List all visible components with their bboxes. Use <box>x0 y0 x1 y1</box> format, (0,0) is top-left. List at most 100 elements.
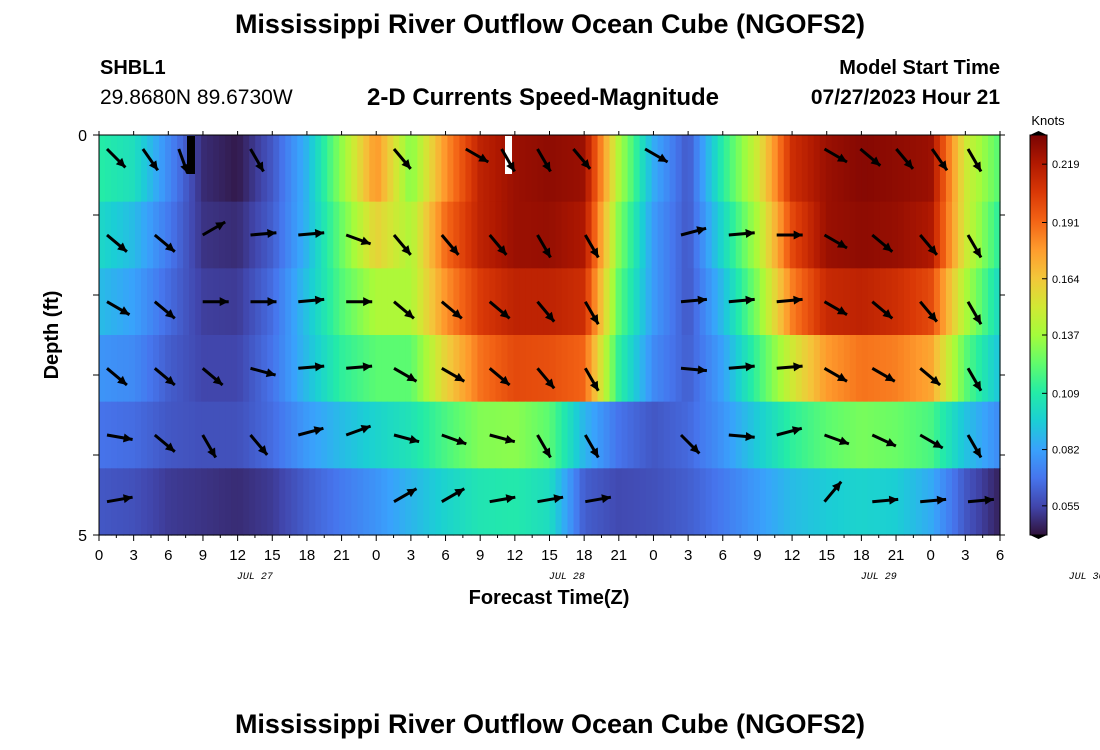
heat-cell <box>147 401 154 469</box>
heat-cell <box>327 268 334 336</box>
heat-cell <box>363 468 370 536</box>
heat-cell <box>843 468 851 536</box>
heat-cell <box>333 201 340 269</box>
heat-cell <box>897 201 905 269</box>
heat-cell <box>987 268 995 336</box>
current-arrow-head <box>207 447 216 458</box>
heat-cell <box>909 468 917 536</box>
heat-cell <box>825 268 833 336</box>
current-arrow-head <box>544 311 555 322</box>
heat-cell <box>807 268 815 336</box>
heat-cell <box>771 201 779 269</box>
current-arrow-head <box>164 442 175 452</box>
heat-cell <box>849 401 857 469</box>
x-tick-label: 6 <box>164 547 172 564</box>
heat-cell <box>507 468 515 536</box>
heat-cell <box>663 201 671 269</box>
heat-cell <box>933 135 941 203</box>
heat-cell <box>837 468 845 536</box>
heat-cell <box>147 201 154 269</box>
heat-cell <box>417 468 424 536</box>
current-arrow-head <box>791 426 802 435</box>
heat-cell <box>627 468 635 536</box>
heat-cell <box>639 468 647 536</box>
current-arrow-head <box>449 245 459 255</box>
heat-cell <box>987 135 995 203</box>
heat-cell <box>285 335 292 403</box>
heat-cell <box>447 335 454 403</box>
heat-cell <box>399 401 406 469</box>
heat-cell <box>945 401 953 469</box>
heat-cell <box>951 401 959 469</box>
heat-cell <box>423 135 430 203</box>
heat-cell <box>507 335 515 403</box>
chart-title: 2-D Currents Speed-Magnitude <box>367 84 720 111</box>
heat-cell <box>693 201 701 269</box>
heat-cell <box>813 468 821 536</box>
heat-cell <box>975 335 983 403</box>
colorbar: 0.219 0.191 0.164 0.137 0.109 0.082 0.055 <box>1029 131 1080 539</box>
heat-cell <box>411 135 418 203</box>
x-tick-label: 6 <box>996 547 1004 564</box>
heat-cell <box>435 468 442 536</box>
current-arrow-head <box>689 443 700 454</box>
heat-cell <box>117 268 124 336</box>
heat-cell <box>363 201 370 269</box>
heat-cell <box>501 201 509 269</box>
current-arrow-head <box>215 222 226 231</box>
heat-cell <box>375 335 382 403</box>
current-arrow-head <box>542 161 551 172</box>
heat-cell <box>429 401 436 469</box>
heat-cell <box>285 401 292 469</box>
heat-cell <box>759 468 767 536</box>
heat-cell <box>159 335 166 403</box>
heat-cell <box>777 135 785 203</box>
heat-cell <box>567 268 575 336</box>
current-arrow-head <box>972 161 981 172</box>
colorbar-tick-label: 0.137 <box>1052 330 1080 342</box>
heat-cell <box>567 401 575 469</box>
heat-cell <box>267 468 274 536</box>
heat-cell <box>897 135 905 203</box>
heat-cell <box>483 201 491 269</box>
heat-cell <box>231 401 238 469</box>
heat-cell <box>153 468 160 536</box>
heat-cell <box>861 201 869 269</box>
current-arrow-head <box>267 297 277 307</box>
heat-cell <box>447 135 454 203</box>
heat-cell <box>717 401 725 469</box>
heat-cell <box>159 401 166 469</box>
heat-cell <box>177 268 184 336</box>
heat-cell <box>645 468 653 536</box>
heat-cell <box>639 268 647 336</box>
heat-cell <box>975 401 983 469</box>
heat-cell <box>105 135 112 203</box>
current-arrow-head <box>972 314 981 325</box>
heat-cell <box>561 335 569 403</box>
heat-cell <box>603 401 611 469</box>
heat-cell <box>771 468 779 536</box>
heat-cell <box>843 135 851 203</box>
heat-cell <box>897 401 905 469</box>
current-arrow-head <box>212 375 223 386</box>
heat-cell <box>993 201 1001 269</box>
current-arrow-head <box>936 495 947 505</box>
heat-cell <box>645 335 653 403</box>
heat-cell <box>699 468 707 536</box>
heat-cell <box>135 201 142 269</box>
heat-cell <box>435 268 442 336</box>
heat-cell <box>645 201 653 269</box>
current-arrow-head <box>884 372 895 382</box>
heat-cell <box>981 135 989 203</box>
heat-cell <box>117 401 124 469</box>
heat-cell <box>237 401 244 469</box>
heat-cell <box>369 468 376 536</box>
heat-cell <box>249 135 256 203</box>
y-axis-title: Depth (ft) <box>41 291 63 380</box>
heat-cell <box>957 468 965 536</box>
current-arrow-head <box>504 435 515 444</box>
heat-cell <box>333 401 340 469</box>
x-tick-label: 12 <box>784 547 801 564</box>
heat-cell <box>405 468 412 536</box>
